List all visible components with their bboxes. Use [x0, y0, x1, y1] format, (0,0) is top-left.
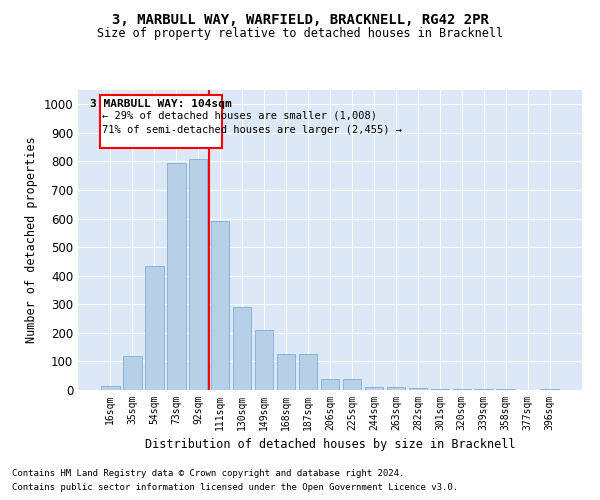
Bar — [167, 163, 185, 390]
Bar — [365, 386, 383, 390]
Bar — [211, 222, 229, 390]
Bar — [233, 307, 251, 390]
Text: Contains public sector information licensed under the Open Government Licence v3: Contains public sector information licen… — [12, 484, 458, 492]
FancyBboxPatch shape — [100, 95, 223, 148]
Bar — [255, 330, 274, 390]
Bar — [409, 388, 427, 390]
Bar — [386, 387, 405, 390]
Bar — [277, 354, 295, 390]
Text: 3 MARBULL WAY: 104sqm: 3 MARBULL WAY: 104sqm — [91, 99, 232, 109]
Text: 71% of semi-detached houses are larger (2,455) →: 71% of semi-detached houses are larger (… — [102, 125, 402, 135]
Text: Size of property relative to detached houses in Bracknell: Size of property relative to detached ho… — [97, 28, 503, 40]
Text: Contains HM Land Registry data © Crown copyright and database right 2024.: Contains HM Land Registry data © Crown c… — [12, 468, 404, 477]
Y-axis label: Number of detached properties: Number of detached properties — [25, 136, 38, 344]
Bar — [452, 388, 471, 390]
Bar — [299, 354, 317, 390]
Text: 3, MARBULL WAY, WARFIELD, BRACKNELL, RG42 2PR: 3, MARBULL WAY, WARFIELD, BRACKNELL, RG4… — [112, 12, 488, 26]
Bar — [123, 356, 142, 390]
Text: ← 29% of detached houses are smaller (1,008): ← 29% of detached houses are smaller (1,… — [102, 110, 377, 120]
Bar — [189, 158, 208, 390]
Bar — [541, 388, 559, 390]
Bar — [431, 388, 449, 390]
X-axis label: Distribution of detached houses by size in Bracknell: Distribution of detached houses by size … — [145, 438, 515, 452]
Bar — [145, 266, 164, 390]
Bar — [343, 378, 361, 390]
Bar — [101, 386, 119, 390]
Bar — [320, 378, 340, 390]
